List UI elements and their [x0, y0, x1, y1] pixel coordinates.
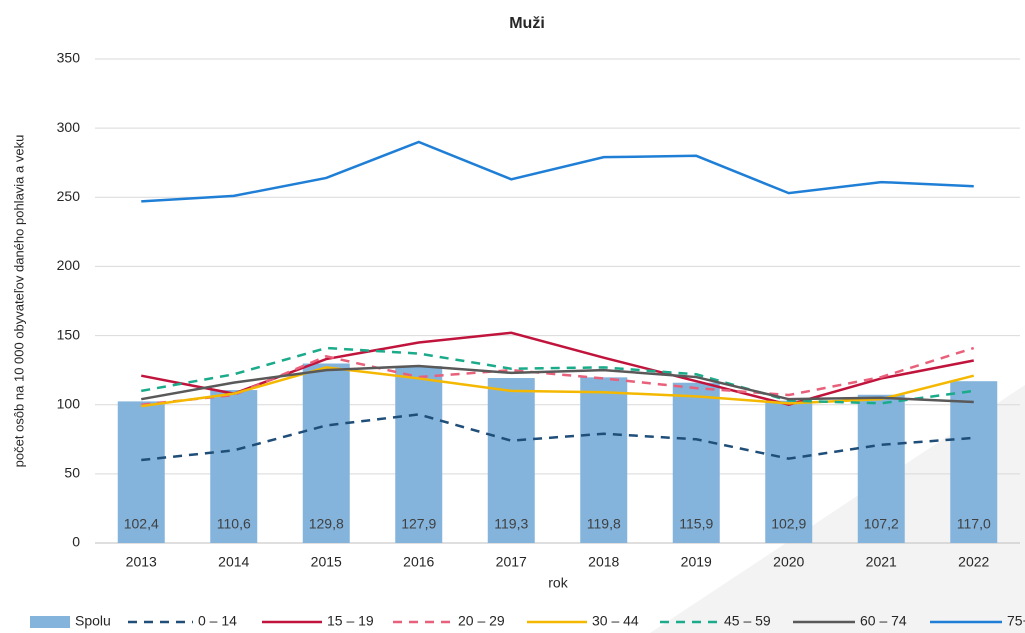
legend-label: 0 – 14	[198, 613, 237, 629]
legend-label: 15 – 19	[327, 613, 374, 629]
bar	[672, 382, 720, 543]
x-tick-label: 2019	[681, 554, 712, 570]
x-tick-label: 2013	[126, 554, 157, 570]
y-tick-label: 150	[57, 326, 81, 342]
legend-label: 20 – 29	[458, 613, 505, 629]
bar	[950, 381, 998, 543]
value-label: 102,4	[124, 516, 159, 532]
y-tick-label: 0	[72, 534, 80, 550]
bar	[395, 366, 443, 543]
value-label: 110,6	[217, 516, 251, 532]
bar	[210, 390, 258, 543]
x-axis-label: rok	[548, 575, 568, 591]
value-label: 119,8	[587, 516, 621, 532]
legend-label: 60 – 74	[860, 613, 907, 629]
chart-title: Muži	[509, 15, 545, 32]
line-series	[141, 140, 974, 203]
line-series	[141, 346, 974, 405]
y-tick-label: 300	[57, 119, 81, 135]
line-series	[141, 346, 975, 406]
y-tick-label: 50	[64, 465, 80, 481]
value-label: 127,9	[401, 516, 436, 532]
value-label: 119,3	[494, 516, 528, 532]
line-series	[141, 364, 974, 404]
x-tick-label: 2021	[866, 554, 897, 570]
y-tick-label: 250	[57, 188, 81, 204]
x-tick-label: 2015	[311, 554, 342, 570]
background-shape	[650, 385, 1025, 633]
bar	[302, 363, 350, 543]
bar	[765, 400, 813, 543]
line-series	[141, 413, 974, 462]
legend-label: Spolu	[75, 613, 111, 629]
x-tick-label: 2016	[403, 554, 434, 570]
y-tick-label: 350	[57, 50, 81, 66]
bar	[117, 401, 165, 543]
x-tick-label: 2020	[773, 554, 804, 570]
value-label: 117,0	[957, 516, 991, 532]
value-label: 129,8	[309, 516, 344, 532]
x-tick-label: 2014	[218, 554, 249, 570]
legend-label: 75+	[1007, 613, 1025, 629]
y-axis-label: počet osôb na 10 000 obyvateľov daného p…	[11, 135, 26, 468]
bar	[580, 377, 628, 543]
legend-swatch	[30, 616, 70, 628]
value-label: 107,2	[864, 516, 899, 532]
legend-label: 45 – 59	[724, 613, 771, 629]
y-tick-label: 100	[57, 395, 81, 411]
value-label: 102,9	[771, 516, 806, 532]
bar	[487, 378, 535, 543]
y-tick-label: 200	[57, 257, 81, 273]
x-tick-label: 2018	[588, 554, 619, 570]
x-tick-label: 2017	[496, 554, 527, 570]
legend-label: 30 – 44	[592, 613, 639, 629]
x-tick-label: 2022	[958, 554, 989, 570]
bar	[857, 394, 905, 543]
value-label: 115,9	[679, 516, 713, 532]
